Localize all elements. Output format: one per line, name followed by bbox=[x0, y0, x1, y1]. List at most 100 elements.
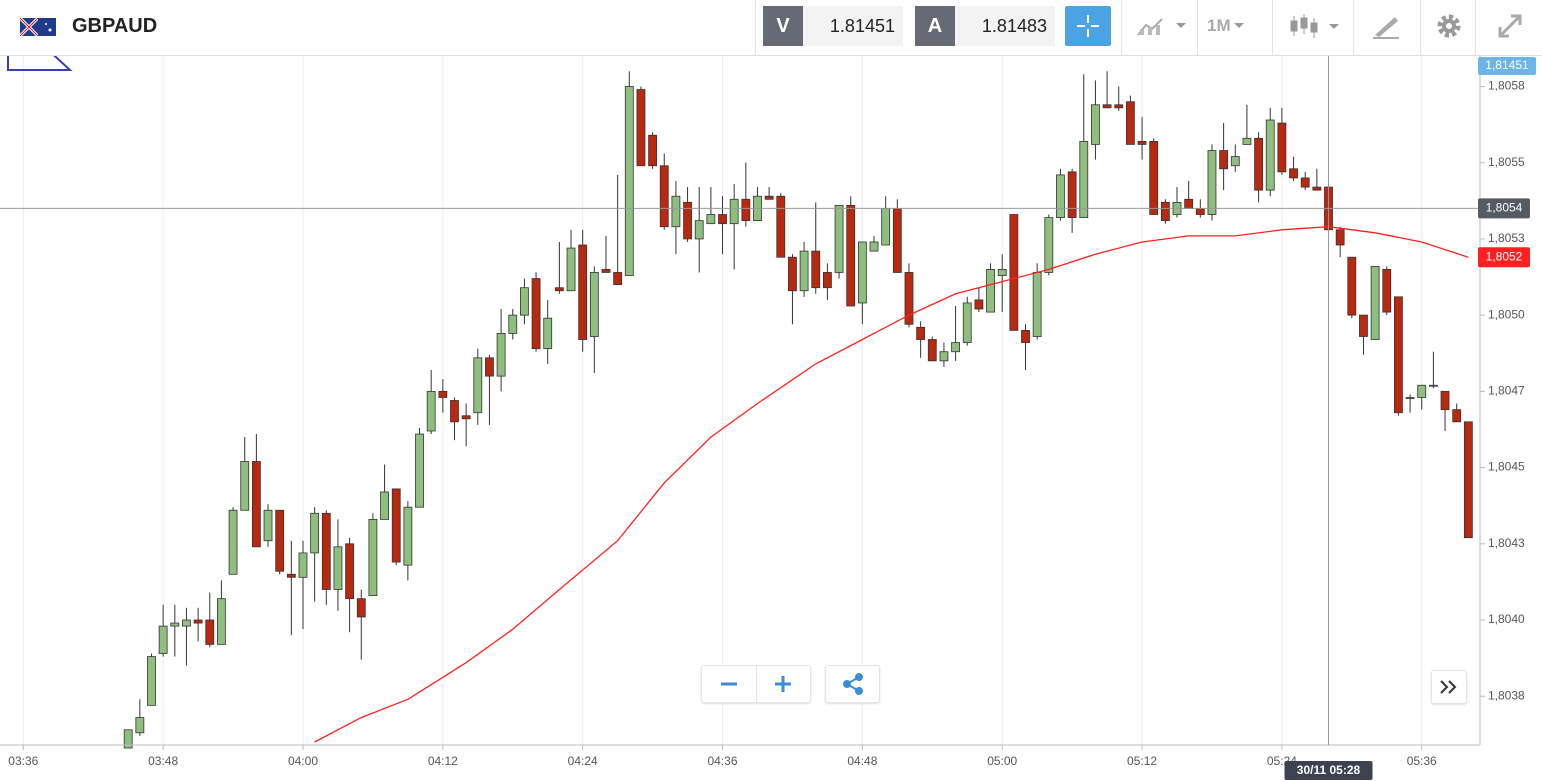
candle-body bbox=[1184, 198, 1194, 209]
candle-body bbox=[263, 509, 273, 542]
chart-type-button[interactable] bbox=[1134, 6, 1192, 46]
candle-body bbox=[1102, 104, 1112, 109]
y-tick-label: 1,8043 bbox=[1488, 536, 1525, 550]
x-tick-label: 04:24 bbox=[568, 754, 598, 768]
toolbar: GBPAUD V 1.81451 A 1.81483 1M bbox=[0, 0, 1542, 56]
candle-body bbox=[1289, 168, 1298, 179]
separator bbox=[755, 0, 756, 55]
candle-body bbox=[380, 491, 389, 520]
candle-body bbox=[1394, 296, 1403, 414]
candle-body bbox=[147, 656, 156, 706]
zoom-controls bbox=[701, 665, 811, 703]
candle-body bbox=[1312, 186, 1322, 191]
candle-body bbox=[461, 415, 471, 420]
candle-body bbox=[1265, 119, 1275, 191]
candle-body bbox=[764, 195, 774, 200]
candle-body bbox=[1056, 174, 1065, 218]
candle-body bbox=[776, 195, 786, 258]
y-tick-label: 1,8055 bbox=[1488, 155, 1525, 169]
candle-body bbox=[916, 326, 926, 340]
double-chevron-icon bbox=[1440, 680, 1457, 694]
candle-body bbox=[1044, 217, 1054, 273]
crosshair-button[interactable] bbox=[1065, 6, 1111, 46]
candle-body bbox=[636, 89, 646, 167]
separator bbox=[1353, 0, 1354, 55]
candle-body bbox=[718, 214, 727, 225]
ask-button[interactable]: A bbox=[915, 6, 955, 46]
candle-body bbox=[473, 357, 483, 414]
candle-body bbox=[741, 198, 751, 222]
candle-body bbox=[485, 357, 494, 377]
candle-icon bbox=[1290, 14, 1339, 38]
candle-body bbox=[1219, 150, 1229, 170]
candle-body bbox=[939, 351, 949, 362]
candle-body bbox=[997, 269, 1007, 276]
y-tick-label: 1,8045 bbox=[1488, 460, 1525, 474]
crosshair-icon bbox=[1077, 15, 1099, 37]
minus-icon bbox=[720, 682, 737, 686]
candle-body bbox=[799, 250, 809, 292]
candle-body bbox=[624, 86, 634, 276]
separator bbox=[1121, 0, 1122, 55]
symbol: GBPAUD bbox=[72, 15, 158, 37]
candle-body bbox=[1359, 314, 1368, 337]
candle-body bbox=[1091, 104, 1100, 145]
candle-type-button[interactable] bbox=[1285, 6, 1345, 46]
settings-icon bbox=[1437, 14, 1461, 38]
chart-type-icon bbox=[1137, 18, 1186, 36]
candle-body bbox=[450, 400, 459, 423]
bid-button[interactable]: V bbox=[763, 6, 803, 46]
timeframe-button[interactable]: 1M bbox=[1207, 6, 1262, 46]
scroll-end-button[interactable] bbox=[1431, 670, 1467, 704]
candle-body bbox=[508, 314, 518, 334]
zoom-out-button[interactable] bbox=[702, 666, 757, 702]
candle-body bbox=[170, 622, 180, 627]
candle-body bbox=[520, 287, 529, 316]
candle-body bbox=[846, 204, 856, 307]
x-tick-label: 04:00 bbox=[288, 754, 318, 768]
candle-body bbox=[1405, 397, 1415, 399]
crosshair-x-label-box bbox=[1284, 761, 1373, 780]
candle-body bbox=[182, 619, 191, 627]
candle-body bbox=[1230, 156, 1240, 167]
fullscreen-button[interactable] bbox=[1488, 6, 1532, 46]
zoom-in-button[interactable] bbox=[757, 666, 811, 702]
bid-label-box bbox=[1478, 57, 1536, 75]
candle-body bbox=[1079, 140, 1089, 218]
candle-body bbox=[1417, 384, 1427, 398]
share-button[interactable] bbox=[825, 665, 880, 703]
candle-body bbox=[543, 317, 553, 350]
candle-body bbox=[333, 546, 343, 590]
candle-body bbox=[962, 302, 972, 343]
candle-body bbox=[1440, 390, 1450, 411]
candle-body bbox=[823, 272, 832, 289]
candle-body bbox=[1125, 101, 1135, 145]
marks bbox=[123, 71, 1473, 749]
candle-body bbox=[496, 333, 506, 377]
plus-icon bbox=[775, 676, 792, 692]
candle-body bbox=[426, 390, 436, 432]
candle-body bbox=[415, 433, 424, 508]
candle-body bbox=[135, 717, 145, 734]
x-tick-label: 05:36 bbox=[1407, 754, 1437, 768]
timeframe: 1M bbox=[1207, 16, 1231, 35]
candle-body bbox=[158, 625, 168, 654]
separator bbox=[1420, 0, 1421, 55]
candle-body bbox=[659, 165, 669, 228]
candle-body bbox=[368, 518, 378, 597]
candle-body bbox=[1300, 177, 1310, 188]
draw-button[interactable] bbox=[1365, 6, 1407, 46]
settings-button[interactable] bbox=[1430, 6, 1468, 46]
candle-body bbox=[1347, 256, 1357, 316]
candle-body bbox=[310, 512, 320, 554]
y-tick-label: 1,8047 bbox=[1488, 384, 1525, 398]
ask-price: 1.81483 bbox=[955, 6, 1055, 46]
candle-body bbox=[356, 598, 366, 618]
overlay: 1,8054 30/11 05:28 1,8052 1,81451 bbox=[0, 56, 1536, 780]
x-tick-label: 04:48 bbox=[847, 754, 877, 768]
bid-label: 1,81451 bbox=[1485, 58, 1529, 72]
candle-body bbox=[589, 272, 599, 337]
candle-body bbox=[578, 244, 588, 340]
candle-body bbox=[298, 552, 308, 578]
axes: 1,8058 1,8055 1,8053 1,8050 1,8047 1,8045 1,80… bbox=[8, 79, 1525, 769]
